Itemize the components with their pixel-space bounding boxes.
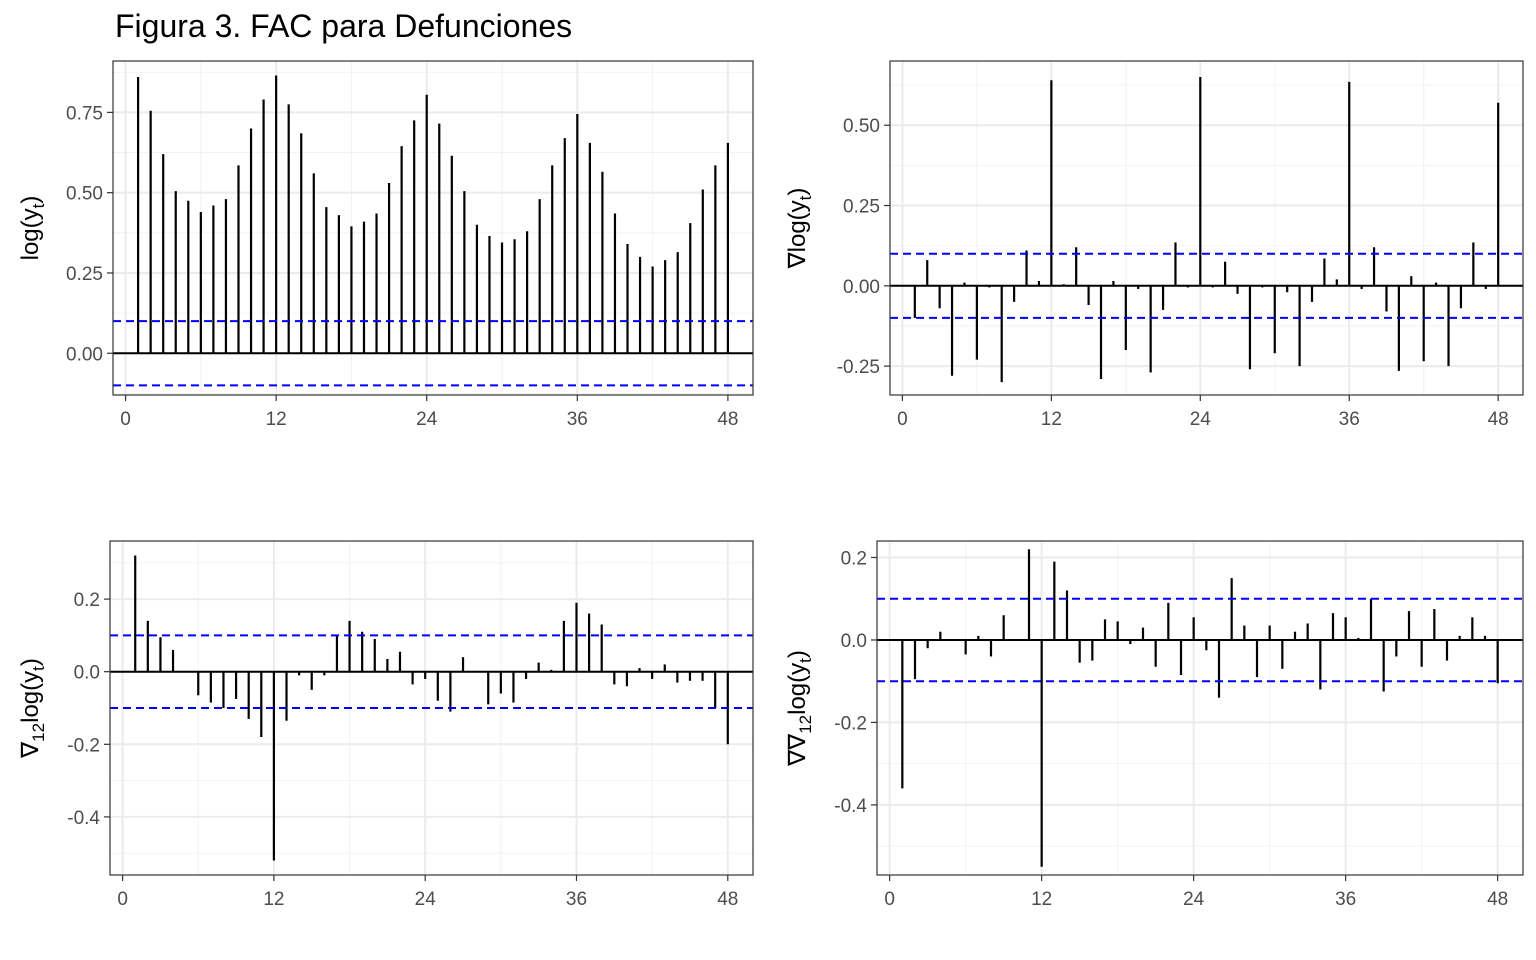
y-axis-title-subscript: 12 bbox=[796, 715, 815, 734]
x-tick-label: 48 bbox=[717, 889, 738, 910]
y-axis-title: ∇∇12log(yt) bbox=[784, 650, 815, 767]
y-axis-title: ∇12log(yt) bbox=[17, 658, 48, 759]
x-tick-label: 36 bbox=[1335, 889, 1356, 910]
chart-panel-bottom-right: 0 12 24 36 48-0.4-0.20.00.2∇∇12log(yt) bbox=[784, 540, 1524, 910]
y-tick-label: 0.50 bbox=[66, 184, 103, 205]
panel-border bbox=[876, 540, 1524, 876]
figure-title: Figura 3. FAC para Defunciones bbox=[115, 8, 573, 44]
y-axis-title-main: ) bbox=[784, 188, 811, 196]
plot-area bbox=[890, 61, 1523, 395]
y-axis-title-main: ) bbox=[17, 196, 44, 204]
y-axis-title-main: ) bbox=[784, 650, 811, 658]
y-axis-title-main: log(y bbox=[17, 671, 44, 723]
y-axis-title: ∇log(yt) bbox=[784, 188, 815, 270]
plot-area bbox=[113, 61, 753, 395]
x-tick-label: 12 bbox=[263, 889, 284, 910]
x-tick-label: 24 bbox=[415, 889, 437, 910]
panel-border bbox=[112, 60, 754, 396]
x-tick-label: 0 bbox=[897, 409, 908, 430]
x-tick-label: 24 bbox=[1190, 409, 1212, 430]
y-axis-title-main: ∇ bbox=[17, 741, 44, 759]
x-tick-label: 48 bbox=[717, 409, 738, 430]
y-tick-label: -0.2 bbox=[834, 713, 867, 734]
chart-panel-top-left: 0 12 24 36 48 0.00 0.25 0.50 0.75 log(yt) bbox=[17, 60, 754, 430]
x-tick-label: 36 bbox=[566, 889, 587, 910]
x-tick-label: 12 bbox=[266, 409, 287, 430]
y-axis-title-subscript: t bbox=[796, 195, 815, 200]
y-tick-label: 0.0 bbox=[841, 631, 867, 652]
y-axis-title-subscript: t bbox=[796, 658, 815, 663]
y-tick-label: -0.4 bbox=[834, 796, 867, 817]
x-tick-label: 12 bbox=[1031, 889, 1052, 910]
y-tick-label: 0.00 bbox=[66, 344, 103, 365]
x-tick-label: 36 bbox=[1339, 409, 1360, 430]
x-tick-label: 48 bbox=[1488, 409, 1509, 430]
y-tick-label: 0.00 bbox=[843, 277, 880, 298]
y-axis-title-main: log(y bbox=[784, 663, 811, 715]
y-tick-label: 0.2 bbox=[841, 548, 867, 569]
x-tick-label: 0 bbox=[117, 889, 128, 910]
y-axis-title-main: ∇log(y bbox=[784, 200, 811, 269]
x-tick-label: 48 bbox=[1487, 889, 1508, 910]
y-axis-title-main: log(y bbox=[17, 208, 44, 260]
y-tick-label: -0.25 bbox=[837, 357, 880, 378]
x-tick-label: 24 bbox=[1183, 889, 1205, 910]
y-tick-label: -0.2 bbox=[67, 735, 100, 756]
y-axis-title-subscript: t bbox=[29, 666, 48, 671]
y-tick-label: -0.4 bbox=[67, 808, 100, 829]
y-tick-label: 0.0 bbox=[74, 663, 100, 684]
x-tick-label: 24 bbox=[416, 409, 438, 430]
y-tick-label: 0.75 bbox=[66, 103, 103, 124]
panel-border bbox=[889, 60, 1524, 396]
y-axis-title-main: ) bbox=[17, 658, 44, 666]
x-tick-label: 0 bbox=[884, 889, 895, 910]
y-axis-title-subscript: 12 bbox=[29, 723, 48, 742]
x-tick-label: 12 bbox=[1041, 409, 1062, 430]
panel-border bbox=[109, 540, 754, 876]
y-axis-title-main: ∇∇ bbox=[784, 733, 811, 767]
plot-area bbox=[877, 541, 1523, 875]
y-tick-label: 0.25 bbox=[843, 197, 880, 218]
x-tick-label: 36 bbox=[567, 409, 588, 430]
chart-panel-top-right: 0 12 24 36 48 -0.25 0.00 0.25 0.50 ∇log(yt) bbox=[784, 60, 1524, 430]
y-tick-label: 0.25 bbox=[66, 264, 103, 285]
y-tick-label: 0.50 bbox=[843, 116, 880, 137]
y-axis-title: log(yt) bbox=[17, 196, 48, 261]
x-tick-label: 0 bbox=[120, 409, 131, 430]
y-axis-title-subscript: t bbox=[29, 203, 48, 208]
chart-panel-bottom-left: 0 12 24 36 48-0.4-0.20.00.2∇12log(yt) bbox=[17, 540, 754, 910]
y-tick-label: 0.2 bbox=[74, 590, 100, 611]
